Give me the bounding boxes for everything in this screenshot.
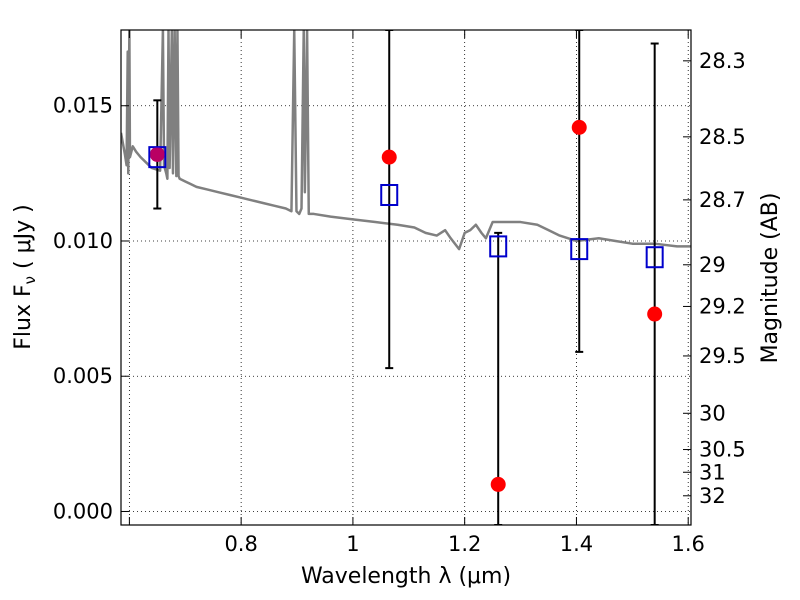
observed-point (571, 119, 587, 135)
x-axis-label: Wavelength λ (μm) (301, 564, 511, 589)
observed-point (647, 306, 663, 322)
overlap-point (149, 146, 165, 162)
model-point (489, 235, 508, 258)
mag-tick-label: 30.5 (699, 438, 746, 462)
y-label-units: ( μJy ) (11, 204, 36, 276)
observed-point (381, 149, 397, 165)
mag-tick-label: 28.7 (699, 188, 746, 212)
model-point (380, 184, 399, 206)
x-tick-label: 1.4 (560, 532, 593, 556)
y-tick-label: 0.015 (53, 94, 113, 118)
mag-tick-label: 29.5 (699, 344, 746, 368)
mag-tick-label: 31 (699, 460, 726, 484)
grid-lines (121, 30, 691, 525)
y-tick-label: 0.005 (53, 364, 113, 388)
x-tick-label: 1.6 (672, 532, 705, 556)
x-tick-label: 0.8 (224, 532, 257, 556)
mag-tick-label: 28.5 (699, 125, 746, 149)
spectrum-line (121, 30, 691, 251)
x-tick-label: 1.2 (448, 532, 481, 556)
y-label-main: Flux F (11, 284, 36, 349)
y-tick-label: 0.010 (53, 229, 113, 253)
y-axis-label-left: Flux Fν ( μJy ) (11, 204, 39, 349)
x-tick-label: 1 (346, 532, 359, 556)
series-layer (121, 30, 691, 525)
model-point (570, 238, 589, 261)
mag-tick-label: 29.2 (699, 294, 746, 318)
observed-point (490, 476, 506, 492)
y-axis-label-right: Magnitude (AB) (758, 193, 783, 364)
mag-tick-label: 29 (699, 253, 726, 277)
model-point (645, 246, 664, 269)
mag-tick-label: 32 (699, 484, 726, 508)
y-label-subscript: ν (21, 276, 39, 284)
mag-tick-label: 28.3 (699, 49, 746, 73)
axis-ticks: 0.8 1 1.2 1.4 1.6 0.000 0.005 0.010 0.015 28.3 28.… (53, 30, 746, 556)
y-tick-label: 0.000 (53, 499, 113, 523)
plot-frame (120, 29, 692, 526)
mag-tick-label: 30 (699, 401, 726, 425)
